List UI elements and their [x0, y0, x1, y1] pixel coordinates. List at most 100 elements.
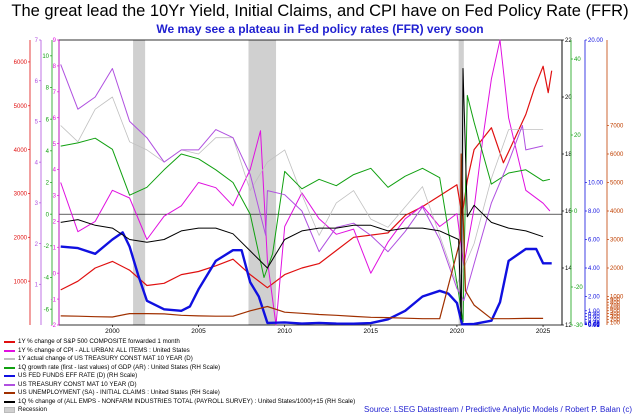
series-line — [60, 96, 544, 285]
tick-label: 800 — [610, 300, 621, 306]
tick-label: 7 — [35, 38, 39, 44]
tick-label: 0.80 — [588, 312, 600, 318]
series-lines — [60, 39, 553, 326]
tick-label: 0.08 — [588, 322, 600, 328]
legend-swatch — [4, 407, 15, 414]
recession-band — [133, 40, 146, 325]
chart-svg: 1000200030004000500060001234567-6-4-2024… — [14, 38, 624, 335]
legend-label: 1Q growth rate (first - last values) of … — [18, 363, 221, 371]
tick-label: 1000 — [14, 279, 28, 285]
tick-label: 600 — [610, 306, 621, 312]
tick-label: 4 — [53, 168, 57, 174]
legend-swatch — [4, 392, 15, 395]
legend: 1Y % change of S&P 500 COMPOSITE forward… — [4, 338, 444, 415]
legend-swatch — [4, 400, 15, 403]
tick-label: 500 — [610, 309, 621, 315]
tick-label: 2.00 — [588, 295, 600, 301]
tick-label: 40 — [574, 57, 581, 63]
tick-label: 4 — [35, 160, 39, 166]
legend-label: US TREASURY CONST MAT 10 YEAR (D) — [18, 380, 137, 388]
tick-label: 8.00 — [588, 209, 600, 215]
legend-swatch — [4, 341, 15, 344]
recession-bands — [133, 40, 464, 325]
tick-label: 0.40 — [588, 318, 600, 324]
tick-label: 0.04 — [588, 323, 600, 329]
x-tick-label: 2020 — [450, 328, 465, 335]
tick-label: 1.00 — [588, 309, 600, 315]
legend-label: 1Q % change of (ALL EMPS - NONFARM INDUS… — [18, 397, 356, 405]
tick-label: 4000 — [610, 209, 624, 215]
series-line — [60, 65, 553, 291]
legend-label: US FED FUNDS EFF RATE (D) (RH Scale) — [18, 372, 138, 379]
legend-label: Recession — [18, 406, 47, 413]
tick-label: -20 — [574, 285, 583, 291]
tick-label: 4.00 — [588, 266, 600, 272]
tick-label: 2 — [35, 242, 39, 248]
tick-label: 8 — [46, 86, 50, 92]
tick-label: 0 — [46, 212, 50, 218]
series-line — [60, 231, 552, 326]
legend-item: 1Y % change of S&P 500 COMPOSITE forward… — [4, 338, 444, 347]
chart-subtitle: We may see a plateau in Fed policy rates… — [156, 22, 484, 36]
tick-label: 0 — [574, 209, 578, 215]
tick-label: 3000 — [610, 238, 624, 244]
x-axis: 2000 2005 2010 2015 2020 2025 — [105, 325, 551, 335]
tick-label: 5 — [35, 120, 39, 126]
series-line — [60, 39, 551, 326]
legend-item: US TREASURY CONST MAT 10 YEAR (D) — [4, 381, 444, 390]
tick-label: 3 — [53, 194, 57, 200]
x-tick-label: 2025 — [536, 328, 551, 335]
tick-label: 14 — [565, 266, 572, 272]
tick-label: 2 — [46, 181, 50, 187]
tick-label: 6000 — [14, 60, 28, 66]
tick-label: -6 — [44, 307, 50, 313]
tick-label: 6.00 — [588, 238, 600, 244]
legend-item: US FED FUNDS EFF RATE (D) (RH Scale) — [4, 372, 444, 381]
tick-label: 6 — [35, 79, 39, 85]
tick-label: 10 — [42, 54, 49, 60]
tick-label: 1 — [35, 282, 39, 288]
tick-label: 22 — [565, 38, 572, 44]
series-line — [60, 153, 544, 320]
legend-item: US UNEMPLOYMENT (SA) - INITIAL CLAIMS : … — [4, 389, 444, 398]
tick-label: 100 — [610, 320, 621, 326]
x-tick-label: 2010 — [277, 328, 292, 335]
tick-label: 20 — [565, 95, 572, 101]
source-note: Source: LSEG Datastream / Predictive Ana… — [364, 405, 632, 414]
tick-label: 0.06 — [588, 322, 600, 328]
tick-label: 20 — [574, 133, 581, 139]
legend-item: 1Y % change of CPI - ALL URBAN: ALL ITEM… — [4, 347, 444, 356]
x-tick-label: 2005 — [191, 328, 206, 335]
series-line — [60, 64, 544, 302]
series-line — [60, 68, 544, 320]
legend-label: 1Y % change of S&P 500 COMPOSITE forward… — [18, 338, 180, 345]
legend-label: 1Y % change of CPI - ALL URBAN: ALL ITEM… — [18, 346, 190, 354]
tick-label: 3 — [35, 201, 39, 207]
tick-label: 300 — [610, 315, 621, 321]
tick-label: 0.10 — [588, 322, 600, 328]
tick-label: 0 — [53, 271, 57, 277]
tick-label: 4 — [46, 149, 50, 155]
tick-label: -1 — [51, 297, 57, 303]
tick-label: 7 — [53, 90, 57, 96]
tick-label: 6 — [46, 117, 50, 123]
tick-label: 5 — [53, 142, 57, 148]
tick-label: 2000 — [610, 266, 624, 272]
tick-label: 400 — [610, 312, 621, 318]
tick-label: 7000 — [610, 124, 624, 130]
legend-swatch — [4, 366, 15, 369]
tick-label: 3000 — [14, 192, 28, 198]
legend-item: 1Q % change of (ALL EMPS - NONFARM INDUS… — [4, 398, 444, 407]
tick-label: 18 — [565, 152, 572, 158]
tick-label: 6000 — [610, 152, 624, 158]
tick-label: 6 — [53, 116, 57, 122]
legend-label: US UNEMPLOYMENT (SA) - INITIAL CLAIMS : … — [18, 389, 220, 396]
tick-label: 5000 — [14, 104, 28, 110]
tick-label: 0.02 — [588, 323, 600, 329]
tick-label: 200 — [610, 318, 621, 324]
axes: 1000200030004000500060001234567-6-4-2024… — [14, 38, 624, 329]
legend-item: 1Q growth rate (first - last values) of … — [4, 364, 444, 373]
legend-swatch — [4, 375, 15, 378]
tick-label: 1000 — [610, 295, 624, 301]
chart-title: The great lead the 10Yr Yield, Initial C… — [11, 2, 629, 20]
